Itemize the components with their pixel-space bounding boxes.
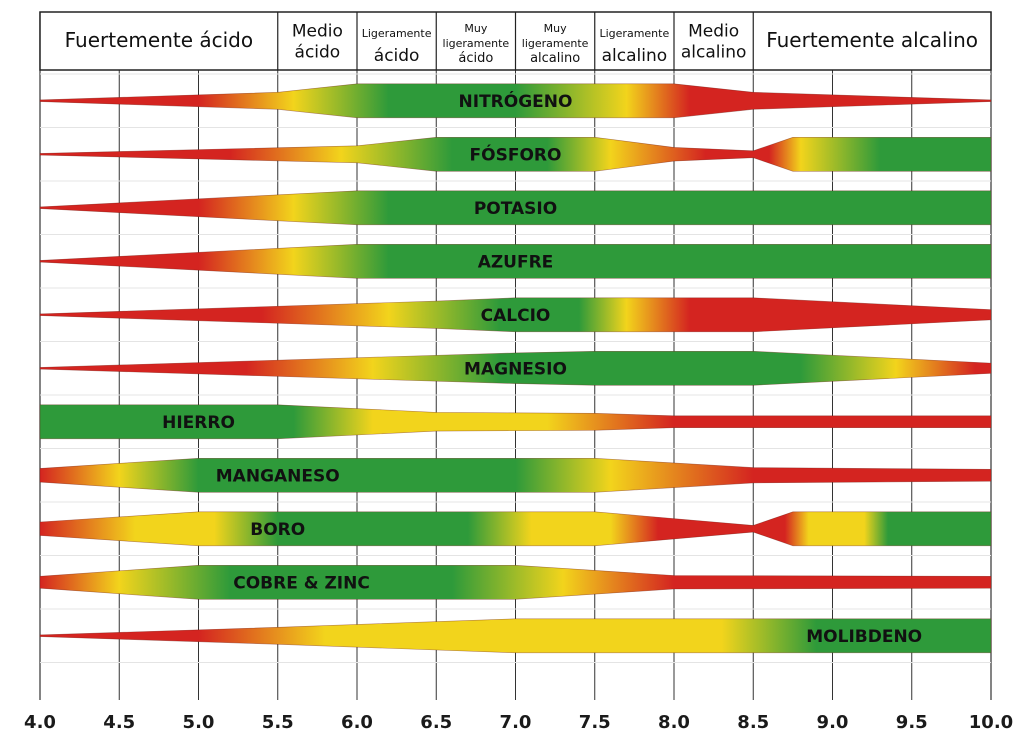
ph-category-header: Fuertemente ácido MedioácidoLigeramenteác…: [39, 11, 992, 71]
nutrient-band: [39, 244, 992, 279]
nutrient-label: MANGANESO: [216, 466, 340, 486]
header-label: Fuertemente ácido: [65, 28, 253, 52]
x-tick-label: 7.5: [579, 712, 611, 733]
header-label: Medio: [292, 22, 343, 42]
nutrient-band: [39, 618, 992, 654]
x-tick-label: 7.0: [500, 712, 532, 733]
header-label: alcalino: [681, 43, 747, 63]
nutrient-band: [39, 83, 992, 119]
header-label: Muy: [464, 22, 487, 35]
nutrient-label: POTASIO: [474, 199, 557, 219]
nutrient-label: MAGNESIO: [464, 359, 567, 379]
header-label: alcalino: [530, 51, 580, 66]
nutrient-label: BORO: [250, 520, 305, 540]
nutrient-label: HIERRO: [162, 413, 235, 433]
nutrient-label: COBRE & ZINC: [233, 573, 370, 593]
header-label: Fuertemente alcalino: [766, 28, 978, 52]
grid-lines: [39, 12, 992, 700]
header-label: Ligeramente: [600, 27, 670, 40]
x-tick-label: 9.0: [817, 712, 849, 733]
nutrient-label: CALCIO: [481, 306, 551, 326]
header-label: Medio: [688, 22, 739, 42]
x-tick-label: 5.0: [183, 712, 215, 733]
nutrient-band: [39, 297, 992, 333]
nutrient-bands: NITRÓGENO FÓSFORO POTASIO AZUFRE CALCIO MAGNE…: [39, 83, 992, 654]
nutrient-label: FÓSFORO: [470, 143, 562, 165]
x-tick-label: 10.0: [969, 712, 1013, 733]
nutrient-band: [39, 564, 992, 600]
header-label: Muy: [544, 22, 567, 35]
header-label: Ligeramente: [362, 27, 432, 40]
nutrient-label: AZUFRE: [478, 252, 554, 272]
x-tick-label: 8.0: [658, 712, 690, 733]
nutrient-band: [39, 350, 992, 386]
header-label: ácido: [295, 43, 341, 63]
x-tick-label: 4.5: [103, 712, 135, 733]
x-tick-label: 6.0: [341, 712, 373, 733]
nutrient-band: [39, 404, 992, 440]
header-label: ácido: [374, 46, 420, 66]
header-label: ligeramente: [443, 37, 510, 50]
nutrient-label: NITRÓGENO: [459, 90, 573, 112]
header-label: ligeramente: [522, 37, 589, 50]
nutrient-band: [39, 457, 992, 493]
nutrient-band: [39, 190, 992, 226]
nutrient-band: [39, 137, 992, 172]
x-tick-label: 9.5: [896, 712, 928, 733]
nutrient-band: [39, 511, 992, 547]
x-tick-label: 4.0: [24, 712, 56, 733]
header-label: ácido: [458, 51, 493, 66]
nutrient-label: MOLIBDENO: [806, 627, 922, 647]
x-tick-label: 5.5: [262, 712, 294, 733]
x-tick-label: 8.5: [737, 712, 769, 733]
x-axis-ticks: 4.0 4.5 5.0 5.5 6.0 6.5 7.0 7.5 8.0 8.5 9.0 9.5 10.0: [24, 712, 1013, 733]
x-tick-label: 6.5: [420, 712, 452, 733]
header-label: alcalino: [602, 46, 668, 66]
